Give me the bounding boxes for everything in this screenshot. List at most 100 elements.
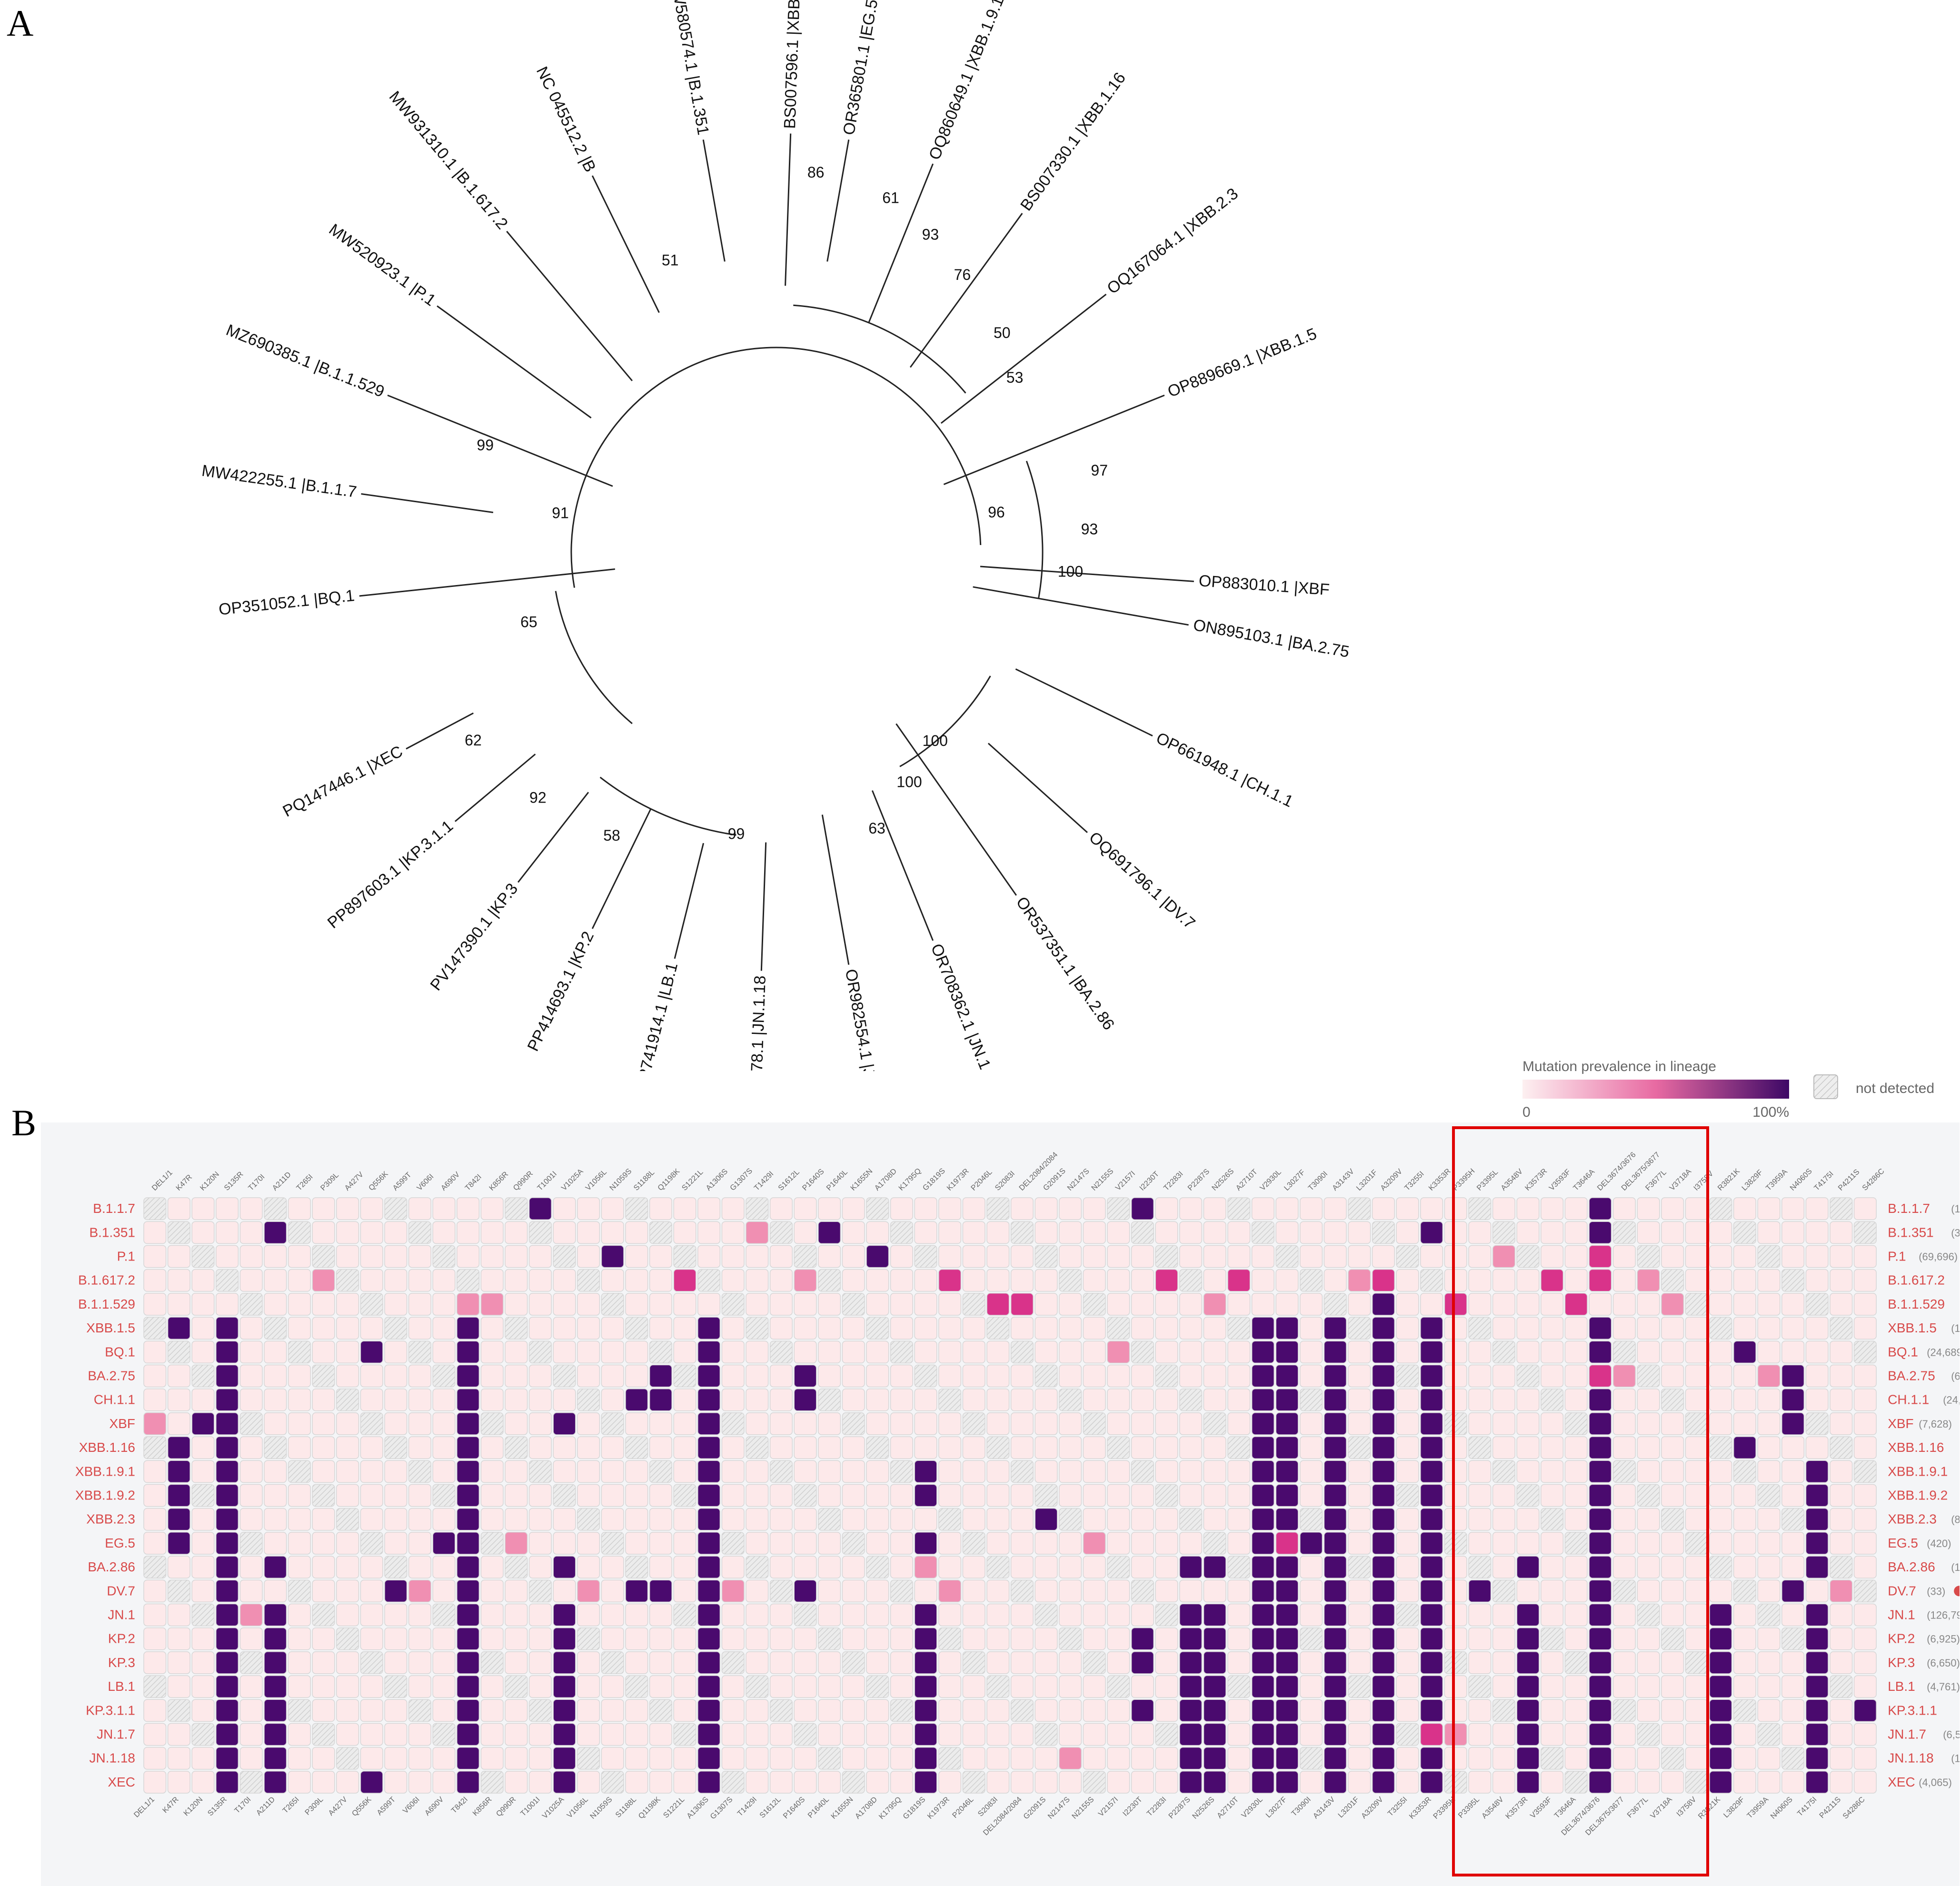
heatmap-cell — [1275, 1484, 1299, 1507]
heatmap-cell — [1323, 1436, 1347, 1459]
heatmap-cell — [528, 1412, 552, 1435]
heatmap-cell — [1830, 1627, 1853, 1650]
heatmap-cell — [336, 1771, 359, 1794]
heatmap-cell — [505, 1747, 528, 1770]
heatmap-cell — [1541, 1221, 1564, 1244]
heatmap-cell — [1348, 1245, 1371, 1268]
heatmap-cell — [986, 1340, 1010, 1364]
heatmap-cell — [408, 1699, 431, 1722]
heatmap-cell — [432, 1317, 456, 1340]
heatmap-cell — [649, 1771, 672, 1794]
heatmap-cell — [432, 1579, 456, 1603]
heatmap-cell — [601, 1603, 624, 1627]
heatmap-cell — [1227, 1484, 1251, 1507]
heatmap-cell — [1131, 1221, 1154, 1244]
heatmap-cell — [528, 1317, 552, 1340]
heatmap-cell — [1227, 1651, 1251, 1674]
heatmap-cell — [625, 1245, 648, 1268]
heatmap-cell — [336, 1723, 359, 1746]
heatmap-cell — [553, 1723, 576, 1746]
heatmap-cell — [1251, 1579, 1274, 1603]
column-label-bottom: Q556K — [350, 1796, 373, 1818]
heatmap-cell — [746, 1603, 769, 1627]
heatmap-cell — [1179, 1699, 1203, 1722]
heatmap-cell — [1155, 1675, 1178, 1698]
heatmap-cell — [505, 1340, 528, 1364]
heatmap-cell — [1830, 1675, 1853, 1698]
heatmap-cell — [408, 1197, 431, 1220]
heatmap-cell — [384, 1484, 408, 1507]
heatmap-cell — [1107, 1508, 1130, 1531]
heatmap-cell — [384, 1245, 408, 1268]
column-label-bottom: G1307S — [709, 1796, 735, 1821]
heatmap-cell — [336, 1675, 359, 1698]
heatmap-cell — [962, 1651, 985, 1674]
heatmap-cell — [890, 1747, 913, 1770]
heatmap-cell — [1830, 1269, 1853, 1292]
heatmap-cell — [191, 1245, 215, 1268]
heatmap-cell — [938, 1317, 962, 1340]
heatmap-cell — [1709, 1317, 1732, 1340]
heatmap-cell — [1589, 1221, 1612, 1244]
heatmap-cell — [697, 1364, 721, 1388]
heatmap-cell — [528, 1603, 552, 1627]
row-sequence-count: (6,263) — [1951, 1370, 1960, 1382]
heatmap-cell — [577, 1508, 600, 1531]
heatmap-cell — [601, 1388, 624, 1411]
heatmap-cell — [1757, 1556, 1781, 1578]
heatmap-cell — [746, 1293, 769, 1316]
heatmap-cell — [794, 1412, 817, 1435]
heatmap-cell — [505, 1771, 528, 1794]
heatmap-cell — [721, 1340, 745, 1364]
heatmap-cell — [1541, 1699, 1564, 1722]
row-label-left: KP.3 — [108, 1655, 135, 1670]
heatmap-cell — [914, 1317, 937, 1340]
heatmap-cell — [505, 1460, 528, 1483]
heatmap-cell — [167, 1484, 190, 1507]
heatmap-cell — [1059, 1579, 1082, 1603]
heatmap-cell — [1492, 1364, 1515, 1388]
heatmap-cell — [216, 1460, 239, 1483]
heatmap-cell — [1348, 1412, 1371, 1435]
heatmap-cell — [1131, 1699, 1154, 1722]
heatmap-cell — [1035, 1293, 1058, 1316]
heatmap-cell — [1733, 1532, 1756, 1555]
heatmap-cell — [239, 1197, 263, 1220]
tree-branch — [871, 790, 934, 941]
tree-branch — [785, 133, 792, 286]
heatmap-cell — [769, 1532, 793, 1555]
row-label-right: XBB.2.3 — [1888, 1512, 1937, 1527]
heatmap-cell — [1589, 1556, 1612, 1578]
heatmap-cell — [288, 1340, 311, 1364]
heatmap-cell — [1637, 1245, 1660, 1268]
heatmap-cell — [432, 1221, 456, 1244]
heatmap-cell — [480, 1221, 504, 1244]
column-label-top: A690V — [439, 1171, 461, 1192]
heatmap-cell — [264, 1579, 287, 1603]
heatmap-cell — [1709, 1747, 1732, 1770]
heatmap-cell — [938, 1269, 962, 1292]
heatmap-cell — [914, 1771, 937, 1794]
heatmap-cell — [577, 1197, 600, 1220]
heatmap-cell — [842, 1436, 865, 1459]
heatmap-cell — [1227, 1388, 1251, 1411]
column-label-top: K856R — [488, 1170, 510, 1192]
heatmap-cell — [914, 1412, 937, 1435]
heatmap-cell — [457, 1484, 480, 1507]
heatmap-cell — [1564, 1771, 1588, 1794]
heatmap-cell — [649, 1651, 672, 1674]
heatmap-cell — [890, 1269, 913, 1292]
heatmap-cell — [697, 1460, 721, 1483]
heatmap-cell — [625, 1627, 648, 1650]
tree-backbone-arc — [570, 347, 982, 588]
mutation-heatmap: DEL1/1DEL1/1K47RK47RK120NK120NS135RS135R… — [75, 1151, 1960, 1837]
heatmap-cell — [1612, 1579, 1636, 1603]
heatmap-cell — [1300, 1771, 1323, 1794]
heatmap-cell — [1516, 1221, 1540, 1244]
heatmap-cell — [914, 1603, 937, 1627]
heatmap-cell — [505, 1436, 528, 1459]
heatmap-cell — [1083, 1197, 1106, 1220]
heatmap-cell — [649, 1699, 672, 1722]
heatmap-cell — [360, 1699, 383, 1722]
heatmap-cell — [1757, 1699, 1781, 1722]
